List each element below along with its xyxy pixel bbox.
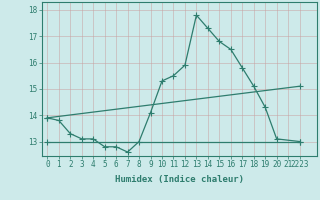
X-axis label: Humidex (Indice chaleur): Humidex (Indice chaleur) bbox=[115, 175, 244, 184]
